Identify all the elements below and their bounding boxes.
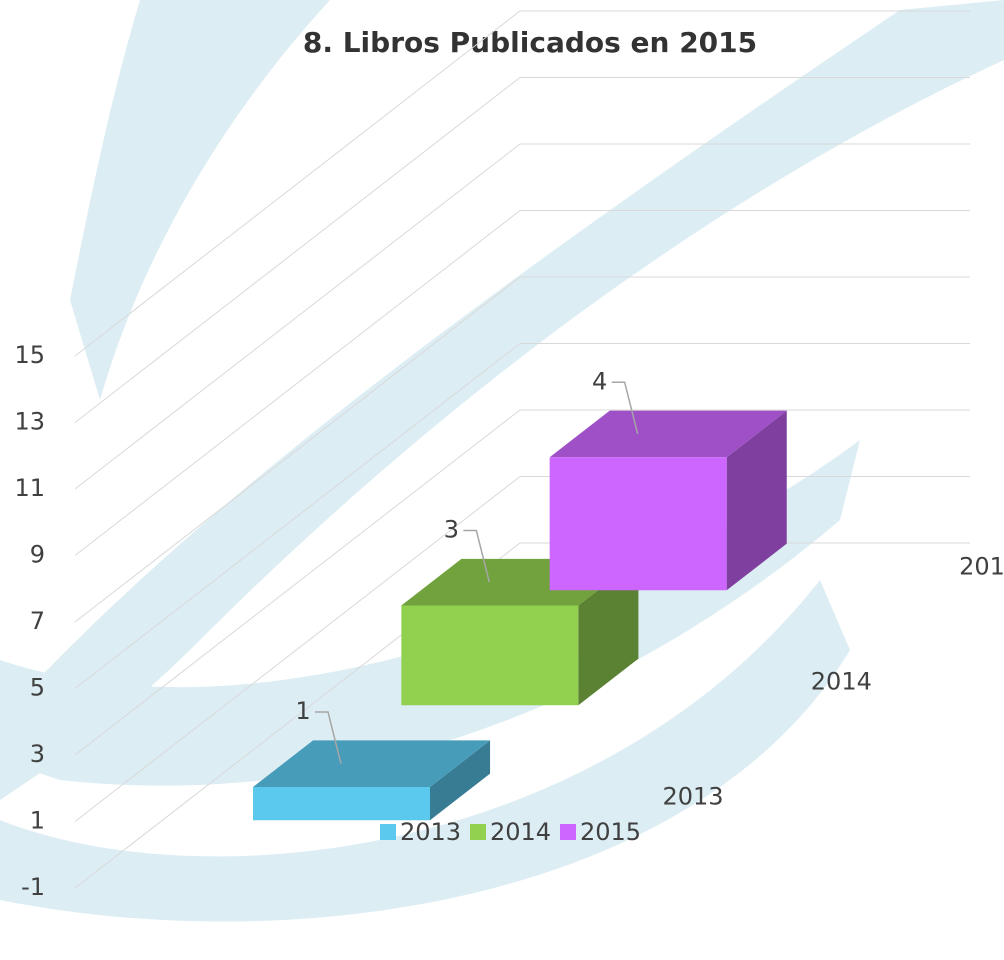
y-tick-label: 15: [14, 341, 45, 369]
legend-label: 2014: [490, 818, 551, 846]
bar-front: [253, 787, 430, 821]
bar-front: [549, 457, 727, 591]
grid-line: [74, 10, 970, 357]
data-label: 3: [444, 516, 459, 544]
grid-line: [74, 143, 970, 490]
background-swoosh: [0, 0, 1004, 922]
leader-line: [463, 529, 491, 583]
leader-line: [315, 711, 342, 764]
bar-side: [578, 558, 639, 706]
chart-title: 8. Libros Publicados en 2015: [303, 26, 757, 59]
grid-line: [74, 343, 970, 689]
legend-swatch: [470, 824, 486, 840]
legend-label: 2013: [400, 818, 461, 846]
grid-line: [74, 77, 970, 423]
bar-side: [430, 740, 491, 821]
bar-front: [401, 605, 579, 706]
legend: 2013 2014 2015: [380, 818, 641, 846]
legend-swatch: [380, 824, 396, 840]
category-label: 2015: [959, 552, 1004, 580]
bar-top: [549, 410, 787, 458]
legend-label: 2015: [580, 818, 641, 846]
grid-line: [74, 476, 970, 822]
grid-line: [74, 210, 970, 556]
y-tick-label: 1: [30, 807, 45, 835]
category-label: 2013: [662, 782, 723, 810]
y-tick-label: 13: [14, 408, 45, 436]
leader-line: [611, 381, 639, 435]
legend-swatch: [560, 824, 576, 840]
data-label: 1: [295, 697, 310, 725]
y-tick-label: -1: [21, 873, 45, 901]
grid-line: [74, 409, 970, 756]
y-tick-label: 5: [30, 674, 45, 702]
y-tick-label: 9: [30, 541, 45, 569]
grid-line: [74, 542, 970, 889]
bar: [253, 740, 491, 821]
bar-side: [726, 410, 787, 591]
y-tick-label: 11: [14, 474, 45, 502]
data-label: 4: [592, 367, 607, 395]
y-tick-label: 3: [30, 740, 45, 768]
bar-top: [253, 740, 491, 787]
bar: [549, 410, 787, 591]
y-tick-label: 7: [30, 607, 45, 635]
category-label: 2014: [811, 667, 872, 695]
grid-line: [74, 276, 970, 623]
